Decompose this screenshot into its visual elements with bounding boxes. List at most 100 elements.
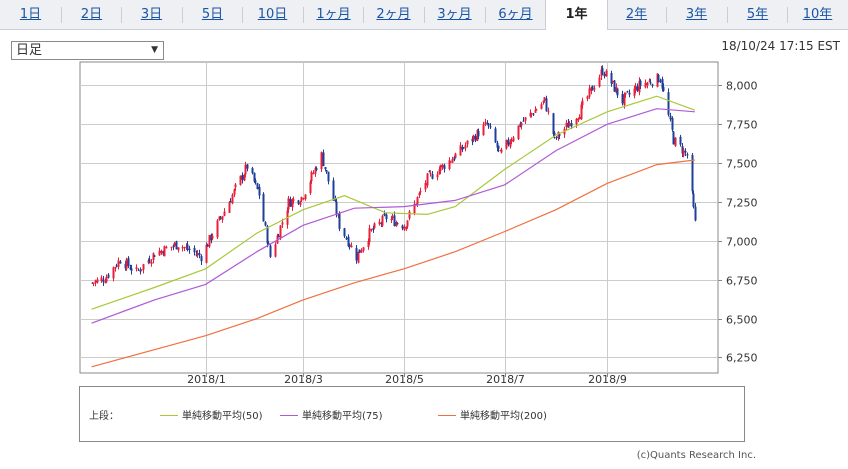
tab-7[interactable]: 2ヶ月 — [376, 7, 411, 22]
candle-body — [496, 142, 499, 148]
candle-body — [542, 100, 545, 103]
candle-body — [302, 198, 305, 200]
candle-body — [510, 139, 513, 142]
candle-body — [462, 147, 465, 149]
candle-body — [287, 198, 290, 210]
tab-10[interactable]: 1年 — [545, 0, 608, 30]
tab-3[interactable]: 3日 — [140, 7, 163, 22]
x-tick-label: 2018/9 — [588, 373, 627, 386]
tab-separator — [424, 7, 425, 23]
candle-body — [459, 145, 462, 156]
legend-item-sma75: 単純移動平均(75) — [280, 407, 383, 422]
candle-body — [532, 113, 535, 115]
x-tick-label: 2018/5 — [385, 373, 424, 386]
y-tick-label: 6,750 — [726, 275, 758, 288]
chevron-down-icon: ▼ — [151, 45, 158, 55]
candle-body — [279, 225, 282, 239]
candle-body — [304, 194, 307, 200]
candle-body — [436, 174, 439, 178]
candle-body — [580, 104, 583, 120]
tab-separator — [363, 7, 364, 23]
candle-body — [390, 218, 393, 221]
y-tick-label: 8,000 — [726, 80, 758, 93]
y-tick-label: 7,750 — [726, 119, 758, 132]
candle-body — [448, 160, 451, 169]
candle-body — [545, 98, 548, 112]
legend-swatch-sma200 — [438, 414, 456, 416]
legend: 上段： 単純移動平均(50) 単純移動平均(75) 単純移動平均(200) — [79, 386, 745, 442]
candle-body — [183, 247, 186, 249]
candle-body — [694, 206, 697, 221]
candle-body — [229, 201, 232, 203]
candle-body — [347, 236, 350, 247]
tab-separator — [61, 7, 62, 23]
candle-body — [309, 181, 312, 194]
candle-body — [426, 173, 429, 186]
candle-body — [449, 161, 452, 163]
candle-body — [125, 259, 128, 269]
candle-body — [223, 211, 226, 216]
candle-body — [669, 115, 672, 120]
candle-body — [289, 199, 292, 207]
tab-separator — [182, 7, 183, 23]
candle-body — [588, 88, 591, 97]
tab-1[interactable]: 1日 — [19, 7, 42, 22]
candle-body — [472, 135, 475, 140]
candle-body — [378, 221, 381, 225]
candle-body — [274, 244, 277, 257]
candle-body — [338, 213, 341, 229]
candle-body — [246, 164, 249, 169]
candle-body — [575, 118, 578, 125]
x-tick-label: 2018/3 — [284, 373, 323, 386]
tab-9[interactable]: 6ヶ月 — [498, 7, 533, 22]
candle-body — [355, 247, 358, 261]
tab-separator — [485, 7, 486, 23]
candle-body — [638, 80, 641, 93]
candle-body — [170, 246, 173, 248]
candle-body — [443, 165, 446, 170]
candles — [91, 65, 697, 287]
candle-body — [401, 225, 404, 229]
candle-body — [262, 193, 265, 222]
candle-body — [661, 78, 664, 89]
candle-body — [691, 154, 694, 192]
candle-body — [662, 87, 665, 91]
tab-11[interactable]: 2年 — [625, 7, 648, 22]
candle-body — [140, 269, 143, 271]
candle-body — [517, 125, 520, 140]
candle-body — [205, 244, 208, 263]
legend-label-sma200: 単純移動平均(200) — [460, 411, 547, 422]
candle-body — [256, 183, 259, 189]
candle-body — [667, 92, 670, 115]
candle-body — [659, 80, 662, 82]
candle-body — [651, 84, 654, 86]
period-select[interactable]: 日足 ▼ — [11, 41, 164, 60]
tab-4[interactable]: 5日 — [201, 7, 224, 22]
tab-2[interactable]: 2日 — [80, 7, 103, 22]
candle-body — [188, 248, 191, 251]
tab-14[interactable]: 10年 — [802, 7, 833, 22]
candle-body — [601, 68, 604, 75]
candle-body — [327, 171, 330, 182]
candle-body — [277, 235, 280, 238]
candle-body — [489, 126, 492, 128]
tab-13[interactable]: 5年 — [746, 7, 769, 22]
candle-body — [484, 121, 487, 125]
candle-body — [581, 100, 584, 106]
tab-6[interactable]: 1ヶ月 — [316, 7, 351, 22]
candle-body — [160, 250, 163, 253]
tab-5[interactable]: 10日 — [257, 7, 288, 22]
candle-body — [107, 274, 110, 278]
candle-body — [115, 265, 118, 267]
candle-body — [175, 241, 178, 250]
candle-body — [570, 123, 573, 127]
candle-body — [325, 169, 328, 172]
period-tabbar: 1日 2日 3日 5日 10日 1ヶ月 2ヶ月 3ヶ月 6ヶ月 1年 2年 3年 5年 10年 — [0, 0, 848, 30]
tab-12[interactable]: 3年 — [685, 7, 708, 22]
candle-body — [216, 220, 219, 238]
candle-body — [391, 216, 394, 218]
candle-body — [487, 123, 490, 126]
tab-8[interactable]: 3ヶ月 — [437, 7, 472, 22]
candle-body — [543, 97, 546, 101]
candle-body — [239, 175, 242, 185]
